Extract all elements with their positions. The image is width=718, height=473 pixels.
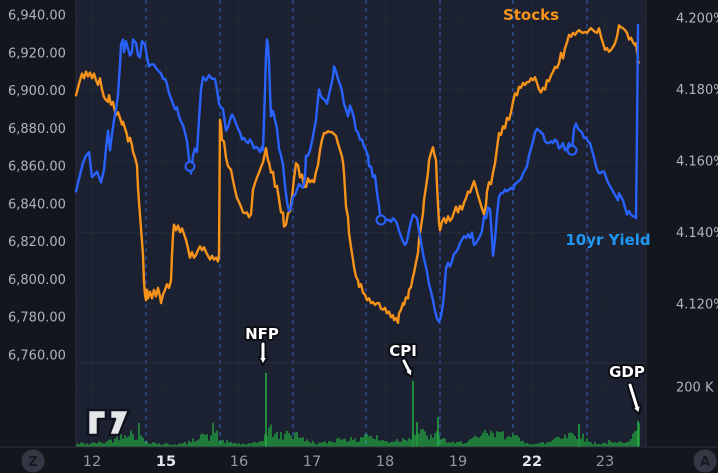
gdp-annotation: GDP [607,361,647,415]
volume-tick-label: 200 K [676,381,714,396]
price-axis[interactable]: 6,940.00 6,920.00 6,900.00 6,880.00 6,860.00… [8,9,66,364]
yield-series[interactable] [74,23,640,324]
price-tick-label: 6,840.00 [8,197,66,212]
yield-tick-label: 4.120% [676,298,718,313]
price-tick-label: 6,780.00 [8,311,66,326]
time-tick-label: 16 [230,454,248,470]
volume-spike-bar [637,420,639,447]
stocks-line[interactable] [74,24,640,325]
nfp-label: NFP [245,325,279,343]
cpi-annotation: CPI [387,340,419,378]
yield-event-marker [566,144,578,156]
time-tick-label: 15 [156,454,176,470]
yield-tick-label: 4.160% [676,155,718,170]
tradingview-logo-icon[interactable] [86,408,131,437]
svg-text:A: A [700,455,710,470]
time-tick-label: 17 [303,454,321,470]
gdp-label: GDP [609,363,645,381]
yield-tick-label: 4.140% [676,226,718,241]
series-labels: Stocks 10yr Yield [503,6,651,249]
stocks-series-label: Stocks [503,6,559,24]
yield-tick-label: 4.180% [676,83,718,98]
time-tick-label: 12 [83,454,101,470]
time-axis[interactable]: Z 12 15 16 17 18 19 22 23 A [21,449,717,473]
time-tick-label: 19 [449,454,467,470]
time-axis-badge-a[interactable]: A [693,449,717,473]
price-tick-label: 6,800.00 [8,273,66,288]
time-tick-label: 23 [596,454,614,470]
time-axis-badge-z[interactable]: Z [21,449,45,473]
price-tick-label: 6,900.00 [8,84,66,99]
time-tick-label: 22 [522,454,542,470]
volume-spike-bar [416,422,418,447]
cpi-label: CPI [389,342,417,360]
plot-area[interactable] [76,0,646,447]
price-tick-label: 6,820.00 [8,235,66,250]
time-tick-label: 18 [376,454,394,470]
volume-spike-bar [265,372,267,447]
yield-tick-label: 4.200% [676,12,718,27]
nfp-annotation: NFP [243,323,281,366]
price-tick-label: 6,880.00 [8,122,66,137]
svg-text:Z: Z [28,455,37,470]
volume-spike-bar [412,381,414,447]
volume-spike-bar [437,417,439,447]
price-tick-label: 6,760.00 [8,349,66,364]
yield-series-label: 10yr Yield [565,231,650,249]
price-tick-label: 6,940.00 [8,9,66,24]
volume-spike-bar [578,423,580,447]
pane-borders [0,0,718,448]
yield-event-marker [184,160,196,172]
yield-line[interactable] [74,23,640,324]
event-annotations: NFP CPI GDP [243,323,647,415]
volume-bars [76,372,640,447]
yield-axis[interactable]: 4.200% 4.180% 4.160% 4.140% 4.120% 200 K [676,12,718,396]
price-tick-label: 6,860.00 [8,160,66,175]
yield-event-marker [375,214,387,226]
day-separators [145,0,588,447]
price-tick-label: 6,920.00 [8,46,66,61]
